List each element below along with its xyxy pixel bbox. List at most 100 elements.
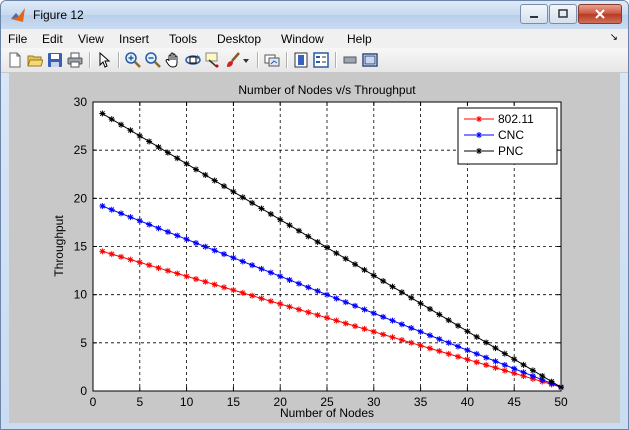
data-point (286, 222, 293, 229)
data-point (436, 311, 443, 318)
open-file-icon[interactable] (27, 52, 43, 68)
data-point (277, 216, 284, 223)
data-point (492, 358, 499, 365)
legend[interactable]: 802.11 CNC PNC (457, 107, 558, 165)
data-point (249, 292, 256, 299)
data-point (202, 243, 209, 250)
data-point (426, 332, 433, 339)
series-line-1 (102, 205, 562, 388)
minimize-button[interactable] (520, 4, 548, 24)
close-button[interactable] (578, 4, 622, 24)
menu-help[interactable]: Help (347, 32, 372, 46)
data-point (324, 291, 330, 298)
data-point (464, 328, 471, 335)
legend-marker (476, 148, 482, 154)
data-point (455, 353, 462, 360)
y-tick-label: 25 (74, 143, 88, 157)
zoom-in-icon[interactable] (125, 52, 141, 68)
x-tick-label: 20 (274, 395, 288, 409)
data-point (483, 339, 490, 346)
data-point (445, 350, 452, 357)
data-point (118, 253, 125, 260)
show-plot-tools-icon[interactable] (362, 52, 378, 68)
data-point (211, 247, 218, 254)
pan-hand-icon[interactable] (165, 52, 181, 68)
data-point (183, 273, 190, 280)
data-point (455, 322, 462, 329)
data-point (333, 250, 340, 257)
insert-legend-icon[interactable] (313, 52, 329, 68)
data-point (389, 283, 396, 290)
toolbar-separator (257, 52, 259, 68)
y-tick-label: 10 (74, 288, 88, 302)
insert-colorbar-icon[interactable] (293, 52, 309, 68)
legend-box (457, 107, 558, 165)
data-point (221, 251, 228, 258)
menu-view[interactable]: View (78, 32, 104, 46)
data-point (361, 325, 368, 332)
title-bar[interactable]: Figure 12 (1, 1, 628, 29)
y-tick-label: 5 (80, 336, 87, 350)
data-point (342, 255, 349, 262)
menu-desktop[interactable]: Desktop (217, 32, 262, 46)
data-point (436, 348, 443, 355)
data-point (99, 110, 106, 117)
data-point (230, 287, 237, 294)
figure-toolbar (1, 48, 628, 73)
zoom-out-icon[interactable] (145, 52, 161, 68)
menu-edit[interactable]: Edit (42, 32, 63, 46)
data-point (426, 305, 433, 312)
data-point (539, 376, 546, 383)
legend-label: CNC (498, 128, 524, 142)
new-figure-icon[interactable] (7, 52, 23, 68)
data-point (239, 258, 246, 265)
data-point (380, 278, 387, 285)
matlab-logo-icon (11, 8, 25, 22)
hide-plot-tools-icon[interactable] (342, 52, 358, 68)
data-point (192, 166, 199, 173)
data-point (164, 267, 171, 274)
data-point (436, 336, 443, 343)
data-point (333, 317, 340, 324)
data-cursor-icon[interactable] (205, 52, 221, 68)
data-point (211, 177, 218, 184)
legend-label: 802.11 (498, 112, 534, 126)
menu-window[interactable]: Window (281, 32, 324, 46)
data-point (352, 261, 359, 268)
data-point (445, 317, 452, 324)
maximize-button[interactable] (549, 4, 577, 24)
link-plot-icon[interactable] (264, 52, 280, 68)
dropdown-arrow-icon[interactable] (241, 52, 251, 68)
data-point (408, 294, 415, 301)
menu-file[interactable]: File (8, 32, 28, 46)
data-point (295, 280, 302, 287)
data-point (136, 259, 143, 266)
print-icon[interactable] (67, 52, 83, 68)
toolbar-separator (89, 52, 91, 68)
chart-title: Number of Nodes v/s Throughput (238, 83, 416, 97)
toolbar-separator (286, 52, 288, 68)
x-tick-label: 40 (461, 395, 475, 409)
data-point (511, 365, 518, 372)
data-point (342, 320, 349, 327)
data-point (239, 289, 246, 296)
edit-plot-arrow-icon[interactable] (96, 52, 112, 68)
menu-insert[interactable]: Insert (119, 32, 150, 46)
data-point (361, 306, 368, 313)
menu-dock-arrow-icon[interactable]: ↘ (609, 32, 618, 43)
data-point (295, 306, 302, 313)
data-point (361, 266, 368, 273)
data-point (492, 345, 499, 352)
save-icon[interactable] (47, 52, 63, 68)
brush-icon[interactable] (225, 52, 241, 68)
data-point (127, 127, 134, 134)
data-point (258, 205, 265, 212)
data-point (473, 333, 480, 340)
rotate-3d-icon[interactable] (185, 52, 201, 68)
menu-tools[interactable]: Tools (169, 32, 198, 46)
data-point (445, 339, 452, 346)
data-point (230, 188, 237, 195)
data-point (230, 254, 237, 261)
data-point (389, 334, 396, 341)
